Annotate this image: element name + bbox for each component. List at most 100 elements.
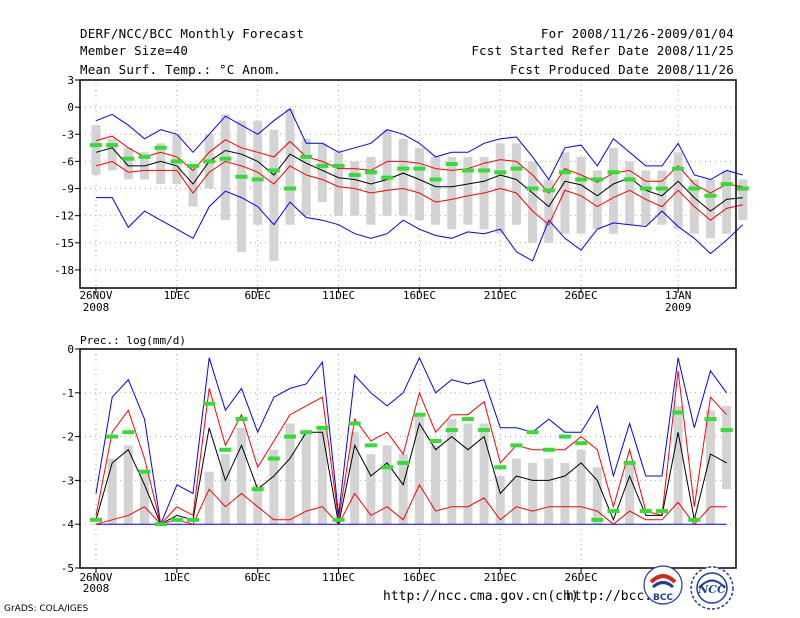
x-tick-label: 16DEC [403,289,436,302]
y-tick-label: -15 [54,237,74,250]
spread-box [511,458,521,525]
x-tick-label: 26DEC [565,571,598,584]
spread-box [592,467,602,525]
ensemble-mean-marker [736,186,749,191]
y-tick-label: -1 [61,387,74,400]
min-line [96,190,744,262]
spread-box [560,152,570,234]
ensemble-mean-marker [720,428,733,433]
ensemble-mean-marker [558,434,571,439]
spread-box [140,471,150,525]
spread-box [431,445,441,525]
spread-box [204,471,214,525]
ensemble-mean-marker [558,170,571,175]
ensemble-mean-marker [364,443,377,448]
ensemble-mean-marker [542,188,555,193]
spread-box [447,419,457,525]
spread-box [285,108,295,225]
spread-box [172,134,182,184]
q25-line [95,483,727,526]
spread-box [398,138,408,216]
ensemble-mean-marker [187,517,200,522]
chart-title: DERF/NCC/BCC Monthly Forecast [80,26,305,41]
spread-box [528,462,538,525]
ensemble-mean-marker [364,170,377,175]
x-tick-label: 6DEC [244,571,271,584]
ensemble-mean-marker [122,430,135,435]
spread-box [188,165,198,207]
ensemble-mean-marker [623,177,636,182]
y-tick-label: 0 [67,101,74,114]
ensemble-mean-marker [316,163,329,168]
spread-box [705,179,715,239]
ensemble-mean-marker [591,177,604,182]
spread-box [463,423,473,525]
spread-box [722,170,732,234]
ensemble-mean-marker [381,465,394,470]
x-tick-label: 11DEC [322,289,355,302]
ensemble-mean-marker [688,517,701,522]
ensemble-mean-marker [623,460,636,465]
ensemble-mean-marker [445,162,458,167]
spread-box [107,458,117,525]
spread-box [657,170,667,225]
spread-box [382,129,392,216]
ensemble-mean-marker [332,517,345,522]
ensemble-mean-marker [445,428,458,433]
plot-frame [79,348,737,569]
x-tick-label: 11DEC [322,571,355,584]
ensemble-mean-marker [122,156,135,161]
bcc-url-link[interactable]: http://bcc.c [566,589,660,604]
ensemble-mean-marker [429,438,442,443]
ensemble-mean-marker [526,430,539,435]
q25-line [95,160,743,226]
y-tick-label: -2 [61,431,74,444]
x-tick-label: 26NOV [79,289,112,302]
ensemble-mean-marker [106,143,119,148]
max-line [95,356,728,527]
forecast-started-label: Fcst Started Refer Date 2008/11/25 [471,43,734,58]
ensemble-mean-marker [704,193,717,198]
q75-line [95,135,743,194]
y-tick-label: -5 [61,562,74,575]
spread-box [463,156,473,225]
spread-box [479,423,489,525]
ensemble-mean-marker [494,170,507,175]
max-line [95,108,743,181]
x-tick-year-label: 2008 [83,582,110,595]
ensemble-mean-marker [251,487,264,492]
ensemble-mean-marker [413,166,426,171]
spread-box [738,179,748,221]
precipitation-variable-label: Prec.: log(mm/d) [80,334,186,347]
ensemble-mean-marker [510,166,523,171]
x-tick-label: 1DEC [164,571,191,584]
spread-box [237,427,247,525]
x-tick-year-label: 2008 [83,301,110,314]
ensemble-mean-marker [170,159,183,164]
ensemble-mean-marker [219,447,232,452]
ensemble-mean-marker [381,175,394,180]
ensemble-mean-marker [90,143,102,148]
bcc-logo-text: BCC [653,593,673,603]
spread-box [431,156,441,225]
ensemble-mean-marker [591,517,604,522]
spread-box [722,405,732,490]
spread-box [544,458,554,525]
ensemble-mean-marker [397,460,410,465]
ensemble-mean-marker [542,447,555,452]
ensemble-mean-marker [494,465,507,470]
ensemble-mean-marker [235,174,248,179]
ensemble-mean-marker [267,168,280,173]
ensemble-mean-marker [672,410,685,415]
ensemble-mean-marker [332,163,345,168]
ncc-url-link[interactable]: http://ncc.cma.gov.cn(ch) [383,589,579,604]
ensemble-mean-marker [575,177,588,182]
member-size-label: Member Size=40 [80,43,189,58]
ensemble-mean-marker [639,509,652,514]
ncc-logo-text: NCC [697,583,726,596]
x-tick-label: 6DEC [244,289,271,302]
x-tick-label: 1JAN [665,289,692,302]
ensemble-mean-marker [300,430,313,435]
spread-box [220,454,230,525]
